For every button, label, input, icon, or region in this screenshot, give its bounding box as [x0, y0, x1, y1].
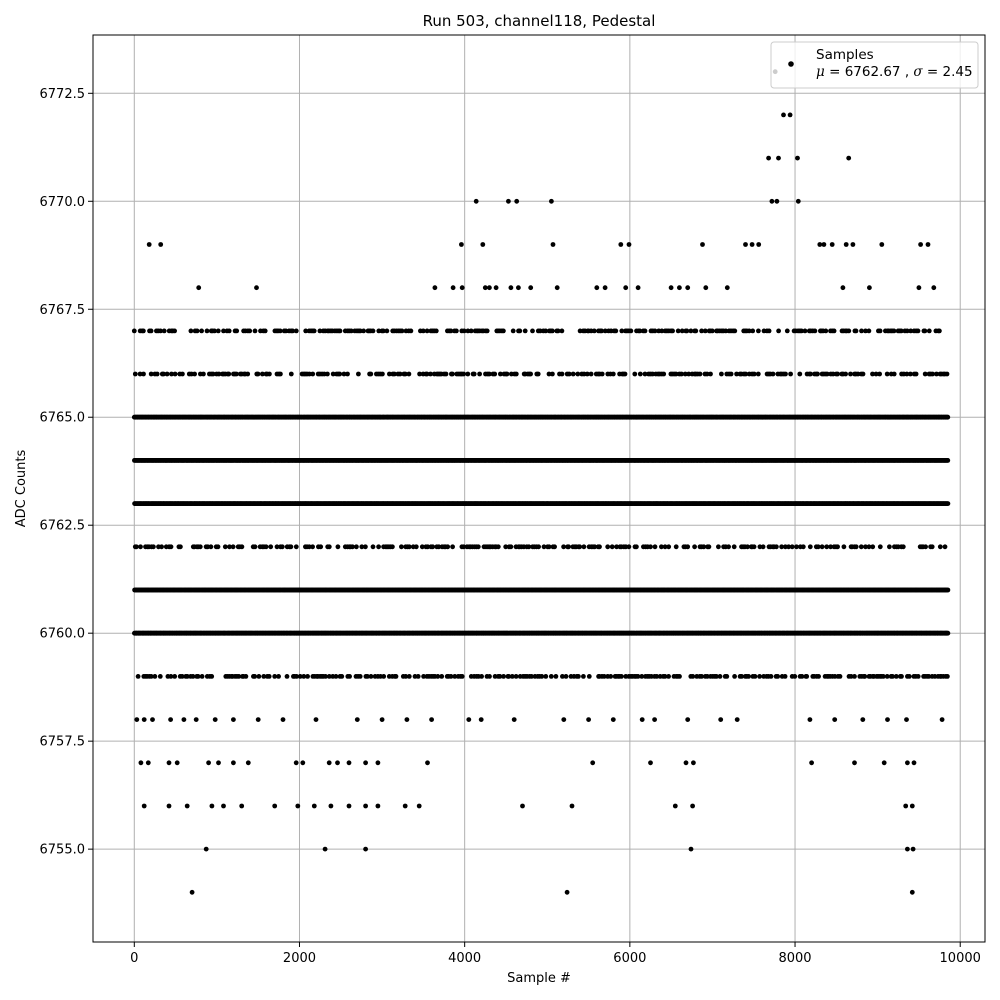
data-point: [945, 458, 951, 463]
data-point: [945, 587, 951, 593]
data-point: [945, 501, 951, 506]
data-points: [131, 69, 951, 895]
data-point: [945, 414, 951, 420]
